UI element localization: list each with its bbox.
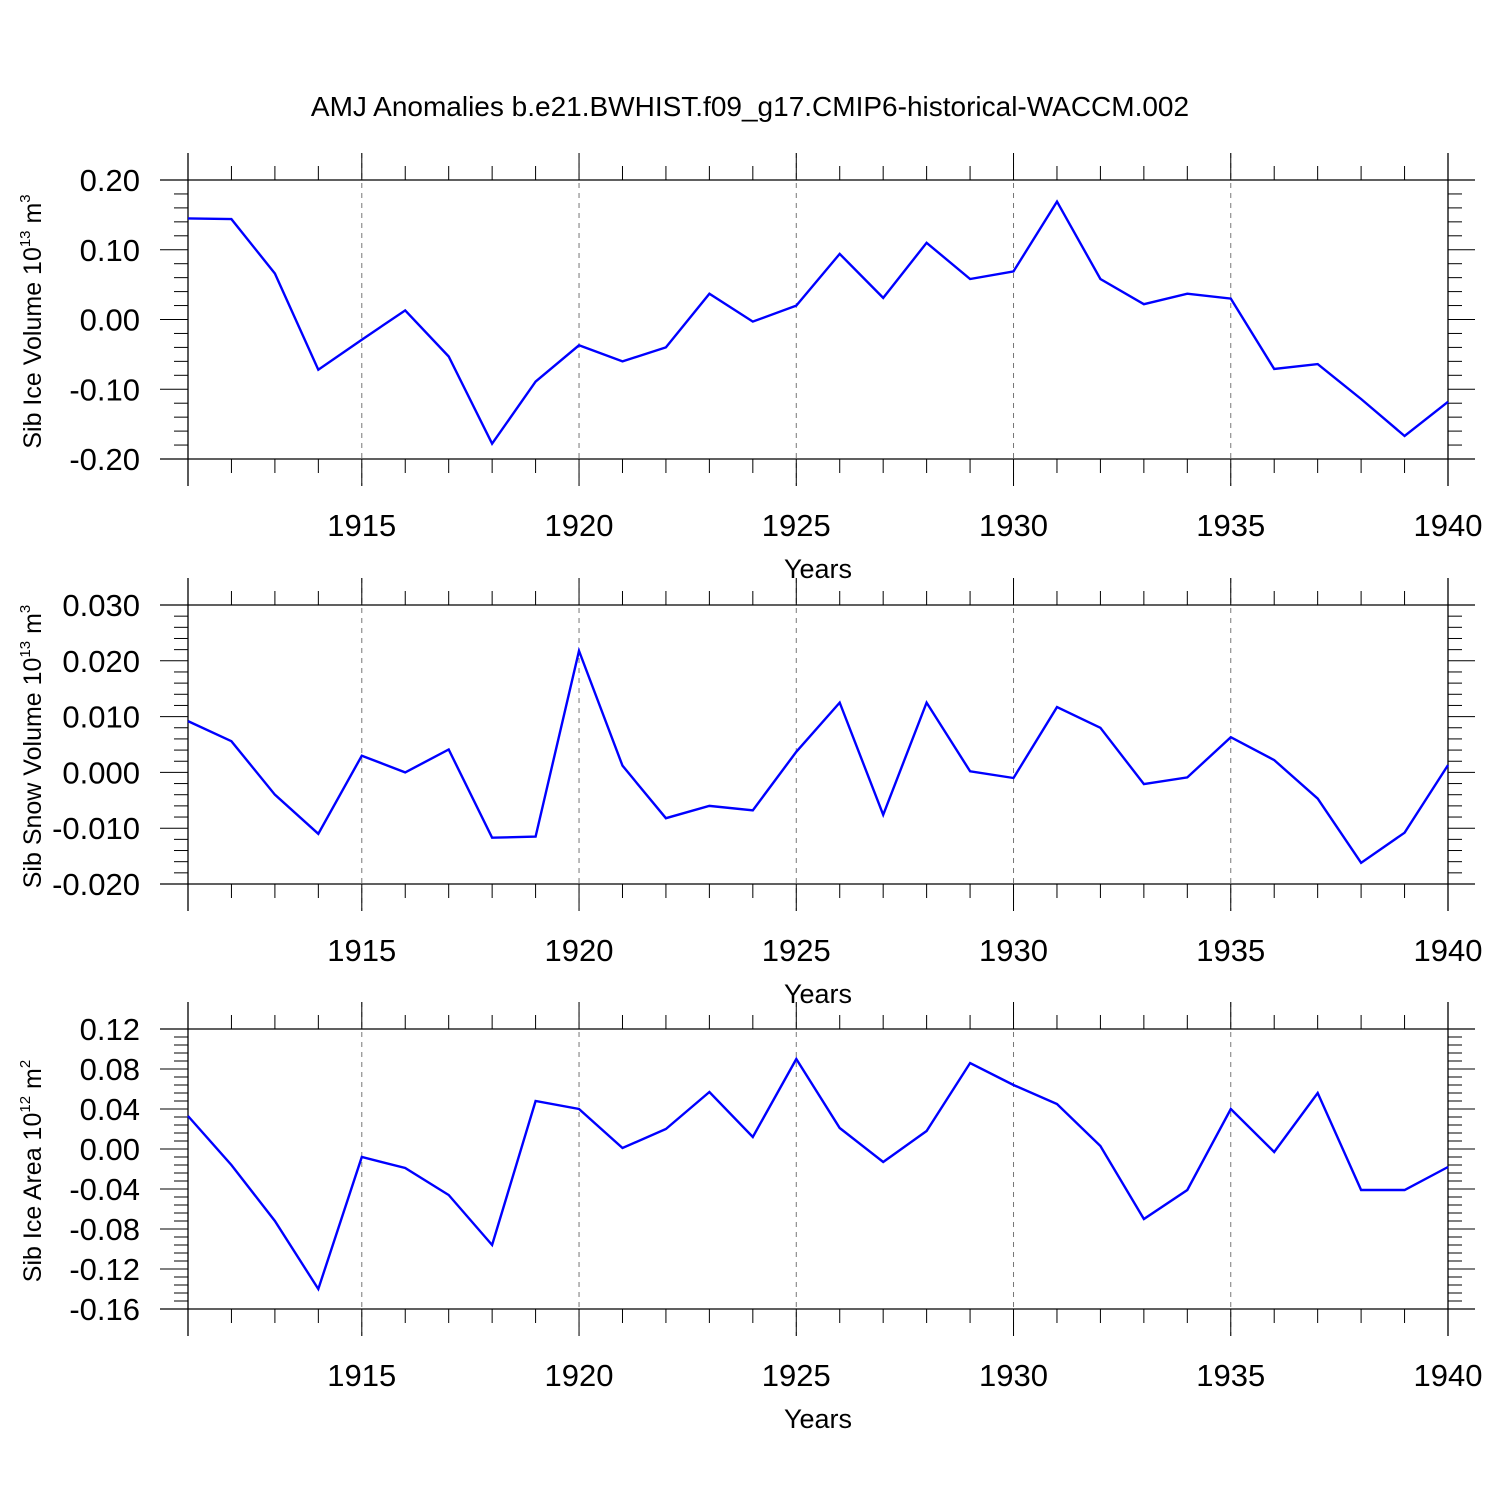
y-tick-label: -0.010 <box>52 811 140 846</box>
x-axis-label: Years <box>784 554 852 584</box>
x-tick-label: 1935 <box>1196 1358 1265 1393</box>
y-tick-label: -0.10 <box>69 372 140 407</box>
series-line <box>187 199 1449 447</box>
y-tick-label: 0.000 <box>62 755 140 790</box>
y-tick-label: -0.04 <box>69 1172 140 1207</box>
x-tick-label: 1940 <box>1414 933 1483 968</box>
x-tick-label: 1935 <box>1196 933 1265 968</box>
x-tick-label: 1920 <box>545 508 614 543</box>
y-tick-label: 0.030 <box>62 588 140 623</box>
y-tick-label: -0.20 <box>69 442 140 477</box>
y-tick-label: 0.10 <box>80 233 140 268</box>
y-axis-label: Sib Snow Volume 1013 m3 <box>17 605 47 889</box>
x-tick-label: 1930 <box>979 1358 1048 1393</box>
y-tick-label: -0.12 <box>69 1252 140 1287</box>
y-tick-label: 0.04 <box>80 1092 140 1127</box>
panels: 1915 1920 1925 1930 1935 1940 -0.20 -0.10 0.00 0.… <box>17 153 1482 1434</box>
y-axis-label: Sib Ice Area 1012 m2 <box>17 1060 47 1282</box>
chart-panel-1: 1915 1920 1925 1930 1935 1940 -0.20 -0.10 0.00 0.… <box>17 153 1482 584</box>
figure-title: AMJ Anomalies b.e21.BWHIST.f09_g17.CMIP6… <box>311 91 1189 122</box>
x-tick-label: 1935 <box>1196 508 1265 543</box>
x-tick-label: 1915 <box>327 1358 396 1393</box>
y-tick-label: -0.020 <box>52 867 140 902</box>
y-axis-label: Sib Ice Volume 1013 m3 <box>17 194 47 448</box>
y-tick-label: 0.020 <box>62 644 140 679</box>
y-tick-label: 0.00 <box>80 303 140 338</box>
x-tick-label: 1920 <box>545 1358 614 1393</box>
x-tick-label: 1940 <box>1414 508 1483 543</box>
x-tick-label: 1915 <box>327 508 396 543</box>
x-tick-label: 1930 <box>979 508 1048 543</box>
series-line <box>187 646 1450 865</box>
y-tick-label: 0.12 <box>80 1012 140 1047</box>
y-tick-label: 0.20 <box>80 163 140 198</box>
y-tick-label: -0.16 <box>69 1292 140 1327</box>
x-axis-label: Years <box>784 1404 852 1434</box>
chart-panel-2: 1915 1920 1925 1930 1935 1940 -0.020 -0.010 0.00… <box>17 578 1482 1009</box>
x-tick-label: 1930 <box>979 933 1048 968</box>
x-tick-label: 1920 <box>545 933 614 968</box>
y-tick-label: 0.010 <box>62 700 140 735</box>
x-tick-label: 1925 <box>762 508 831 543</box>
x-tick-label: 1940 <box>1414 1358 1483 1393</box>
x-tick-label: 1915 <box>327 933 396 968</box>
y-tick-label: -0.08 <box>69 1212 140 1247</box>
x-tick-label: 1925 <box>762 1358 831 1393</box>
series-line <box>187 1056 1449 1292</box>
x-axis-label: Years <box>784 979 852 1009</box>
y-tick-label: 0.08 <box>80 1052 140 1087</box>
chart-panel-3: 1915 1920 1925 1930 1935 1940 -0.16 -0.12 -0.08 -… <box>17 1002 1482 1434</box>
y-tick-label: 0.00 <box>80 1132 140 1167</box>
x-tick-label: 1925 <box>762 933 831 968</box>
